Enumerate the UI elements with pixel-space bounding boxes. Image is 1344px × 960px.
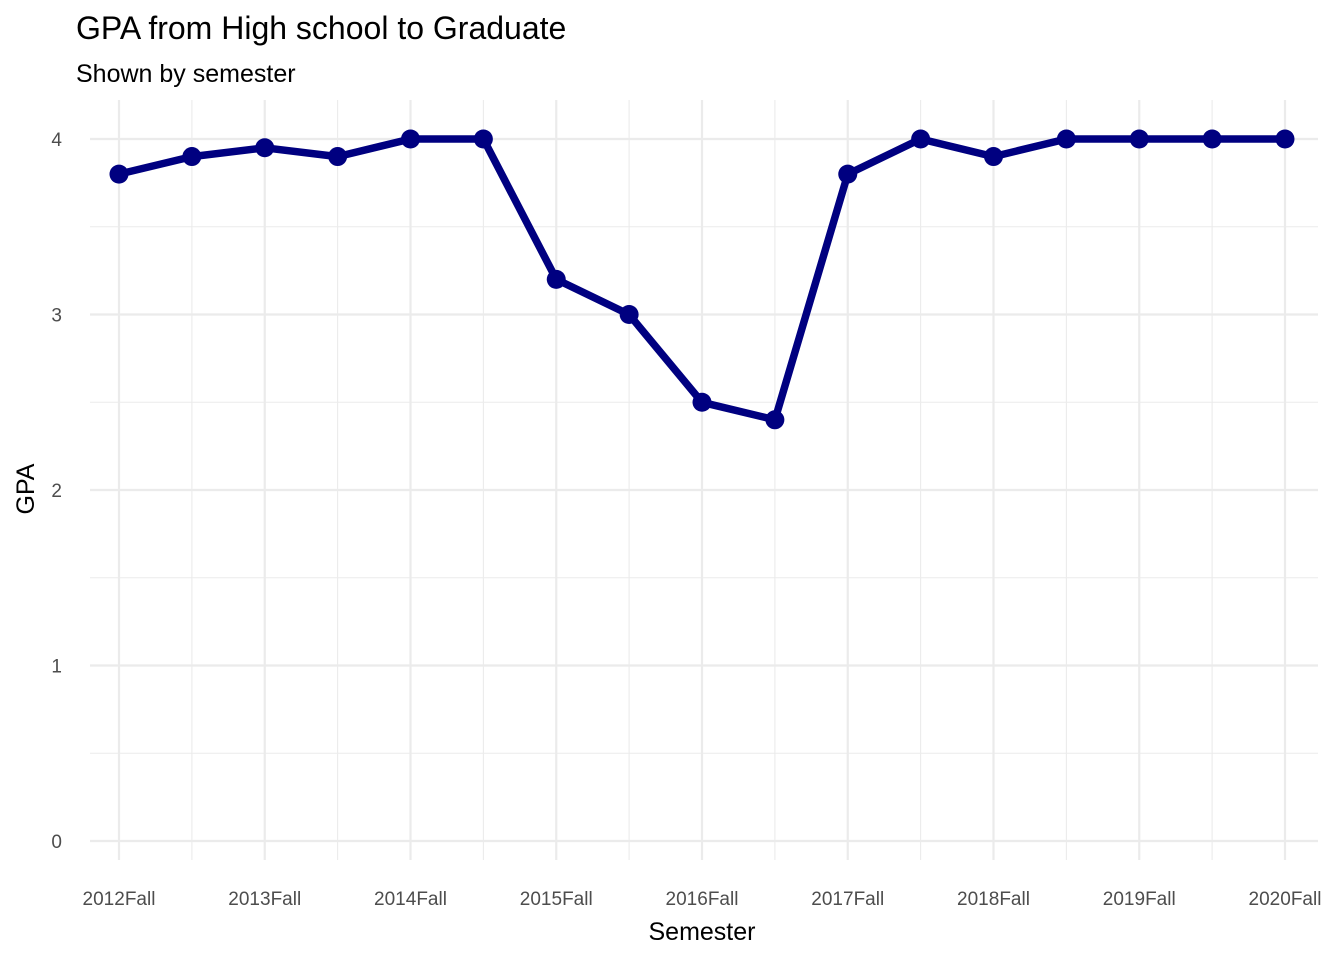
x-axis-title: Semester	[649, 918, 756, 946]
gpa-data-point	[838, 164, 858, 184]
gpa-data-point	[182, 147, 202, 167]
x-tick-label: 2017Fall	[811, 889, 884, 910]
gpa-data-point	[911, 129, 931, 149]
minor-gridlines	[90, 100, 1318, 860]
gpa-data-point	[255, 138, 275, 158]
x-tick-label: 2015Fall	[520, 889, 593, 910]
y-tick-label: 2	[51, 481, 62, 502]
gpa-data-point	[619, 305, 639, 324]
gpa-series	[109, 129, 1295, 430]
gpa-data-point	[328, 147, 348, 167]
y-tick-label: 4	[51, 130, 62, 151]
x-tick-label: 2020Fall	[1249, 889, 1322, 910]
x-axis-tick-labels: 2012Fall 2013Fall 2014Fall 2015Fall 2016Fall…	[83, 889, 1322, 910]
gpa-data-point	[1202, 129, 1222, 149]
x-tick-label: 2012Fall	[83, 889, 156, 910]
major-gridlines	[90, 100, 1318, 860]
y-tick-label: 0	[51, 832, 62, 853]
y-axis-title: GPA	[12, 463, 40, 514]
gpa-data-point	[692, 392, 712, 412]
x-tick-label: 2018Fall	[957, 889, 1030, 910]
y-tick-label: 1	[51, 657, 62, 678]
gpa-data-point	[984, 147, 1003, 167]
chart-title: GPA from High school to Graduate	[76, 10, 566, 46]
y-tick-label: 3	[51, 306, 62, 327]
x-tick-label: 2016Fall	[666, 889, 739, 910]
gpa-data-point	[1056, 129, 1076, 149]
x-tick-label: 2014Fall	[374, 889, 447, 910]
gpa-data-point	[109, 164, 129, 184]
chart-subtitle: Shown by semester	[76, 60, 296, 88]
gpa-data-point	[1275, 129, 1295, 149]
gpa-data-point	[546, 269, 566, 289]
x-tick-label: 2019Fall	[1103, 889, 1176, 910]
gpa-data-point	[401, 129, 420, 149]
gpa-data-point	[765, 410, 785, 430]
gpa-data-point	[473, 129, 493, 149]
x-tick-label: 2013Fall	[228, 889, 301, 910]
y-axis-tick-labels: 0 1 2 3 4	[51, 130, 62, 853]
gpa-data-point	[1129, 129, 1149, 149]
